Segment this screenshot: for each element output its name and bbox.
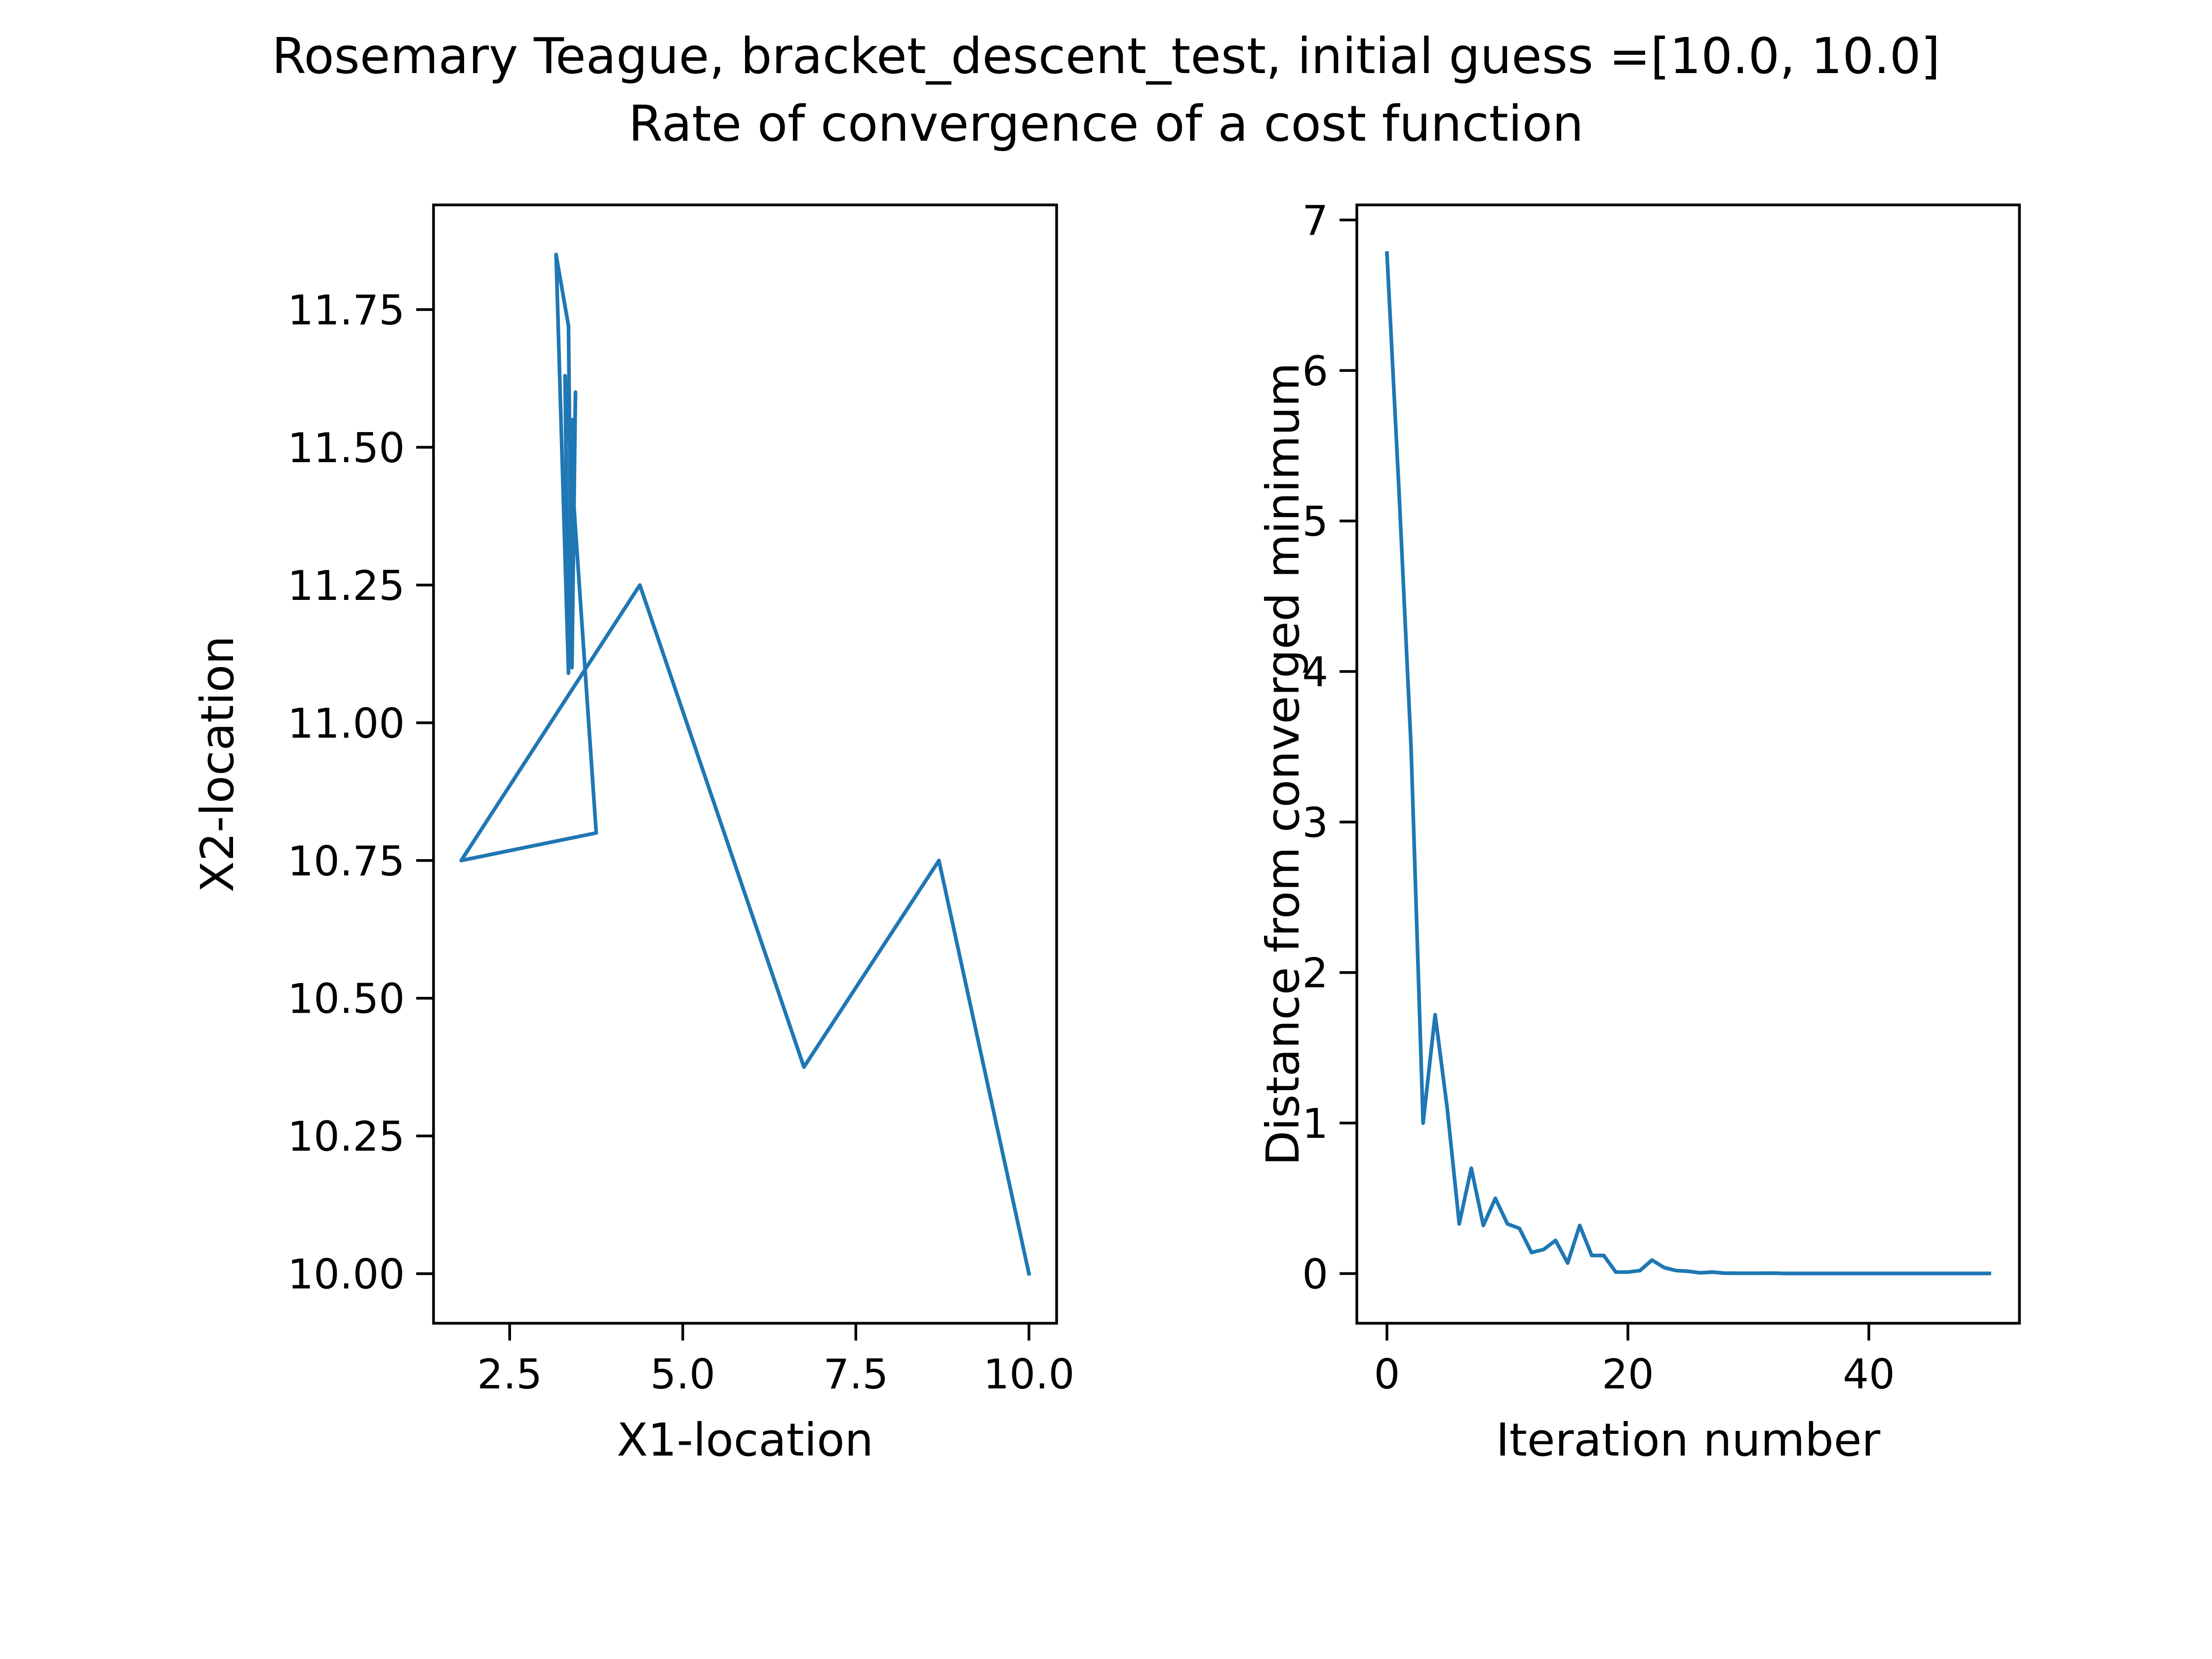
convergence-y-tick-label: 1: [1302, 1100, 1328, 1148]
convergence-y-tick-label: 2: [1302, 949, 1328, 997]
figure-title: Rosemary Teague, bracket_descent_test, i…: [272, 27, 1940, 85]
convergence-plot-frame: [1355, 203, 2021, 1325]
trajectory-y-tick-label: 10.25: [287, 1113, 405, 1161]
convergence-plot: 0 20 40 0 1 2 3 4 5 6 7 Iteration number Distance …: [1257, 197, 2021, 1466]
trajectory-x-tick-label: 10.0: [984, 1350, 1075, 1398]
trajectory-plot-frame: [432, 203, 1058, 1325]
trajectory-x-tick-label: 2.5: [477, 1350, 542, 1398]
convergence-x-tick-label: 20: [1602, 1350, 1654, 1398]
convergence-y-axis-label: Distance from converged minimum: [1257, 362, 1309, 1166]
convergence-y-tick-label: 4: [1302, 648, 1328, 696]
trajectory-y-tick-label: 10.50: [287, 975, 405, 1023]
trajectory-y-tick-label: 10.00: [287, 1251, 405, 1299]
trajectory-y-tick-label: 11.00: [287, 700, 405, 748]
convergence-y-tick-label: 3: [1302, 799, 1328, 847]
convergence-line: [1385, 251, 1991, 1275]
convergence-y-tick-label: 6: [1302, 347, 1328, 395]
trajectory-plot: 2.5 5.0 7.5 10.0 10.00 10.25 10.50 10.75 11.00 11…: [191, 203, 1074, 1466]
trajectory-y-tick-label: 11.75: [287, 286, 405, 334]
trajectory-y-tick-label: 10.75: [287, 837, 405, 885]
trajectory-y-tick-label: 11.25: [287, 562, 405, 610]
convergence-y-tick-label: 0: [1302, 1250, 1328, 1298]
trajectory-x-tick-label: 7.5: [823, 1350, 888, 1398]
trajectory-plot-ticks: 2.5 5.0 7.5 10.0 10.00 10.25 10.50 10.75 11.00 11…: [287, 286, 1074, 1398]
figure-subtitle: Rate of convergence of a cost function: [629, 95, 1584, 153]
convergence-plot-ticks: 0 20 40 0 1 2 3 4 5 6 7: [1302, 197, 1895, 1398]
convergence-x-axis-label: Iteration number: [1496, 1414, 1881, 1466]
convergence-y-tick-label: 7: [1302, 197, 1328, 244]
trajectory-y-axis-label: X2-location: [191, 636, 244, 893]
convergence-x-tick-label: 40: [1843, 1350, 1895, 1398]
trajectory-line: [459, 252, 1031, 1276]
trajectory-x-tick-label: 5.0: [650, 1350, 715, 1398]
trajectory-x-axis-label: X1-location: [617, 1414, 873, 1466]
convergence-x-tick-label: 0: [1374, 1350, 1400, 1398]
trajectory-y-tick-label: 11.50: [287, 424, 405, 472]
convergence-y-tick-label: 5: [1302, 498, 1328, 546]
